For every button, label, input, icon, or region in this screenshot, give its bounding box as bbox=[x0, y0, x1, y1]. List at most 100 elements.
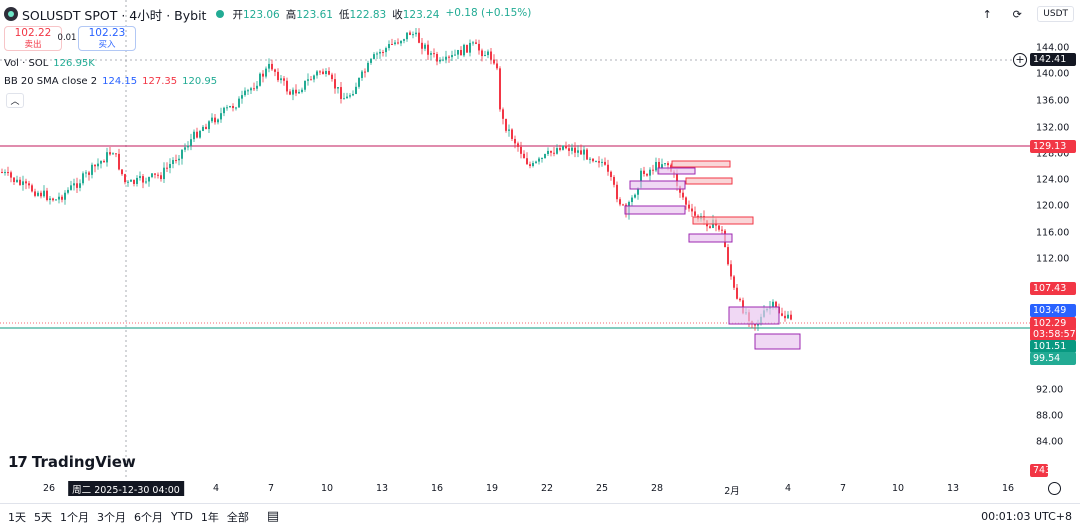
utc-clock[interactable]: 00:01:03 UTC+8 bbox=[981, 510, 1072, 523]
range-ytd[interactable]: YTD bbox=[171, 510, 193, 523]
candle-body bbox=[7, 172, 9, 174]
candle-body bbox=[73, 183, 75, 186]
candle-body bbox=[325, 71, 327, 75]
price-tick: 88.00 bbox=[1036, 410, 1064, 422]
time-tick: 4 bbox=[784, 483, 792, 494]
order-block-zone bbox=[624, 205, 686, 215]
chart-pane[interactable]: SOLUSDT SPOT · 4小时 · Bybit 开123.06 高123.… bbox=[0, 0, 1030, 478]
price-axis[interactable]: 144.00 140.00 136.00 132.00 128.00 124.0… bbox=[1013, 0, 1080, 478]
volume-indicator-legend[interactable]: Vol · SOL 126.95K bbox=[4, 58, 95, 69]
plus-icon[interactable]: + bbox=[1013, 53, 1027, 67]
candlestick-chart[interactable] bbox=[0, 0, 1030, 478]
candle-body bbox=[592, 158, 594, 162]
candle-body bbox=[448, 56, 450, 58]
candle-body bbox=[271, 63, 273, 70]
restore-icon[interactable]: ⟳ bbox=[1012, 7, 1022, 21]
time-tick: 4 bbox=[212, 483, 220, 494]
candle-body bbox=[85, 172, 87, 174]
candle-body bbox=[508, 129, 510, 131]
order-block-zone bbox=[685, 177, 733, 185]
candle-body bbox=[466, 44, 468, 53]
candle-body bbox=[568, 148, 570, 151]
tradingview-logo[interactable]: 17 TradingView bbox=[8, 453, 136, 471]
sell-button[interactable]: 102.22 卖出 bbox=[4, 26, 62, 51]
candle-body bbox=[118, 153, 120, 170]
candle-body bbox=[427, 44, 429, 55]
time-tick: 26 bbox=[42, 483, 56, 494]
candle-body bbox=[13, 177, 15, 183]
candle-body bbox=[91, 164, 93, 175]
candle-body bbox=[352, 93, 354, 96]
candle-body bbox=[184, 147, 186, 150]
countdown-label: 03:58:57 bbox=[1030, 328, 1076, 341]
candle-body bbox=[313, 75, 315, 80]
candle-body bbox=[688, 204, 690, 209]
candle-body bbox=[268, 63, 270, 69]
candle-body bbox=[19, 179, 21, 185]
up-arrow-icon[interactable]: ↑ bbox=[982, 7, 992, 21]
price-tick: 136.00 bbox=[1036, 95, 1070, 107]
range-3m[interactable]: 3个月 bbox=[97, 510, 126, 524]
tradingview-wordmark: TradingView bbox=[31, 453, 136, 471]
candle-body bbox=[541, 157, 543, 159]
spread-value: 0.01 bbox=[57, 33, 77, 43]
candle-body bbox=[619, 199, 621, 205]
candle-body bbox=[439, 59, 441, 62]
candle-body bbox=[718, 225, 720, 230]
time-tick: 10 bbox=[891, 483, 905, 494]
order-block-zone bbox=[629, 180, 686, 190]
candle-body bbox=[757, 324, 759, 326]
candle-body bbox=[127, 181, 129, 183]
candle-body bbox=[106, 152, 108, 163]
time-tick: 7 bbox=[267, 483, 275, 494]
candle-body bbox=[493, 59, 495, 64]
candle-body bbox=[424, 44, 426, 49]
symbol-title[interactable]: SOLUSDT SPOT · 4小时 · Bybit bbox=[22, 7, 207, 23]
candle-body bbox=[445, 56, 447, 60]
candle-body bbox=[421, 42, 423, 49]
level-label: 107.43 bbox=[1030, 282, 1076, 295]
bb-indicator-legend[interactable]: BB 20 SMA close 2 124.15 127.35 120.95 bbox=[4, 76, 218, 87]
candle-body bbox=[622, 204, 624, 206]
candle-body bbox=[121, 169, 123, 175]
candle-body bbox=[481, 50, 483, 57]
candle-body bbox=[358, 77, 360, 87]
price-tick: 116.00 bbox=[1036, 227, 1070, 239]
candle-body bbox=[496, 63, 498, 69]
candle-body bbox=[40, 192, 42, 197]
candle-body bbox=[520, 146, 522, 154]
candle-body bbox=[274, 69, 276, 72]
candle-body bbox=[4, 172, 6, 174]
buy-button[interactable]: 102.23 买入 bbox=[78, 26, 136, 51]
candle-body bbox=[523, 153, 525, 159]
candle-body bbox=[175, 160, 177, 162]
candle-body bbox=[526, 158, 528, 165]
calendar-icon[interactable]: ▤ bbox=[266, 509, 280, 524]
candle-body bbox=[172, 160, 174, 165]
order-block-zone bbox=[754, 333, 801, 350]
candle-body bbox=[334, 79, 336, 89]
candle-body bbox=[208, 121, 210, 130]
bottom-toolbar: 1天 5天 1个月 3个月 6个月 YTD 1年 全部 ▤ 00:01:03 U… bbox=[0, 503, 1080, 529]
range-1y[interactable]: 1年 bbox=[200, 510, 219, 524]
range-all[interactable]: 全部 bbox=[226, 510, 249, 524]
candle-body bbox=[412, 34, 414, 36]
settings-icon[interactable] bbox=[1048, 482, 1061, 495]
candle-body bbox=[139, 176, 141, 178]
candle-body bbox=[31, 185, 33, 192]
range-1m[interactable]: 1个月 bbox=[60, 510, 89, 524]
candle-body bbox=[754, 324, 756, 326]
collapse-icon[interactable]: ︿ bbox=[6, 93, 24, 108]
range-5d[interactable]: 5天 bbox=[34, 510, 52, 524]
candle-body bbox=[781, 313, 783, 316]
currency-selector[interactable]: USDT bbox=[1037, 6, 1074, 22]
range-6m[interactable]: 6个月 bbox=[134, 510, 163, 524]
candle-body bbox=[94, 164, 96, 167]
candle-body bbox=[559, 148, 561, 150]
candle-body bbox=[514, 138, 516, 144]
time-axis[interactable]: 26 4 7 10 13 16 19 22 25 28 2月 4 7 10 13… bbox=[0, 478, 1030, 500]
candle-body bbox=[112, 153, 114, 155]
range-1d[interactable]: 1天 bbox=[8, 510, 26, 524]
candle-body bbox=[316, 71, 318, 76]
candle-body bbox=[364, 71, 366, 73]
